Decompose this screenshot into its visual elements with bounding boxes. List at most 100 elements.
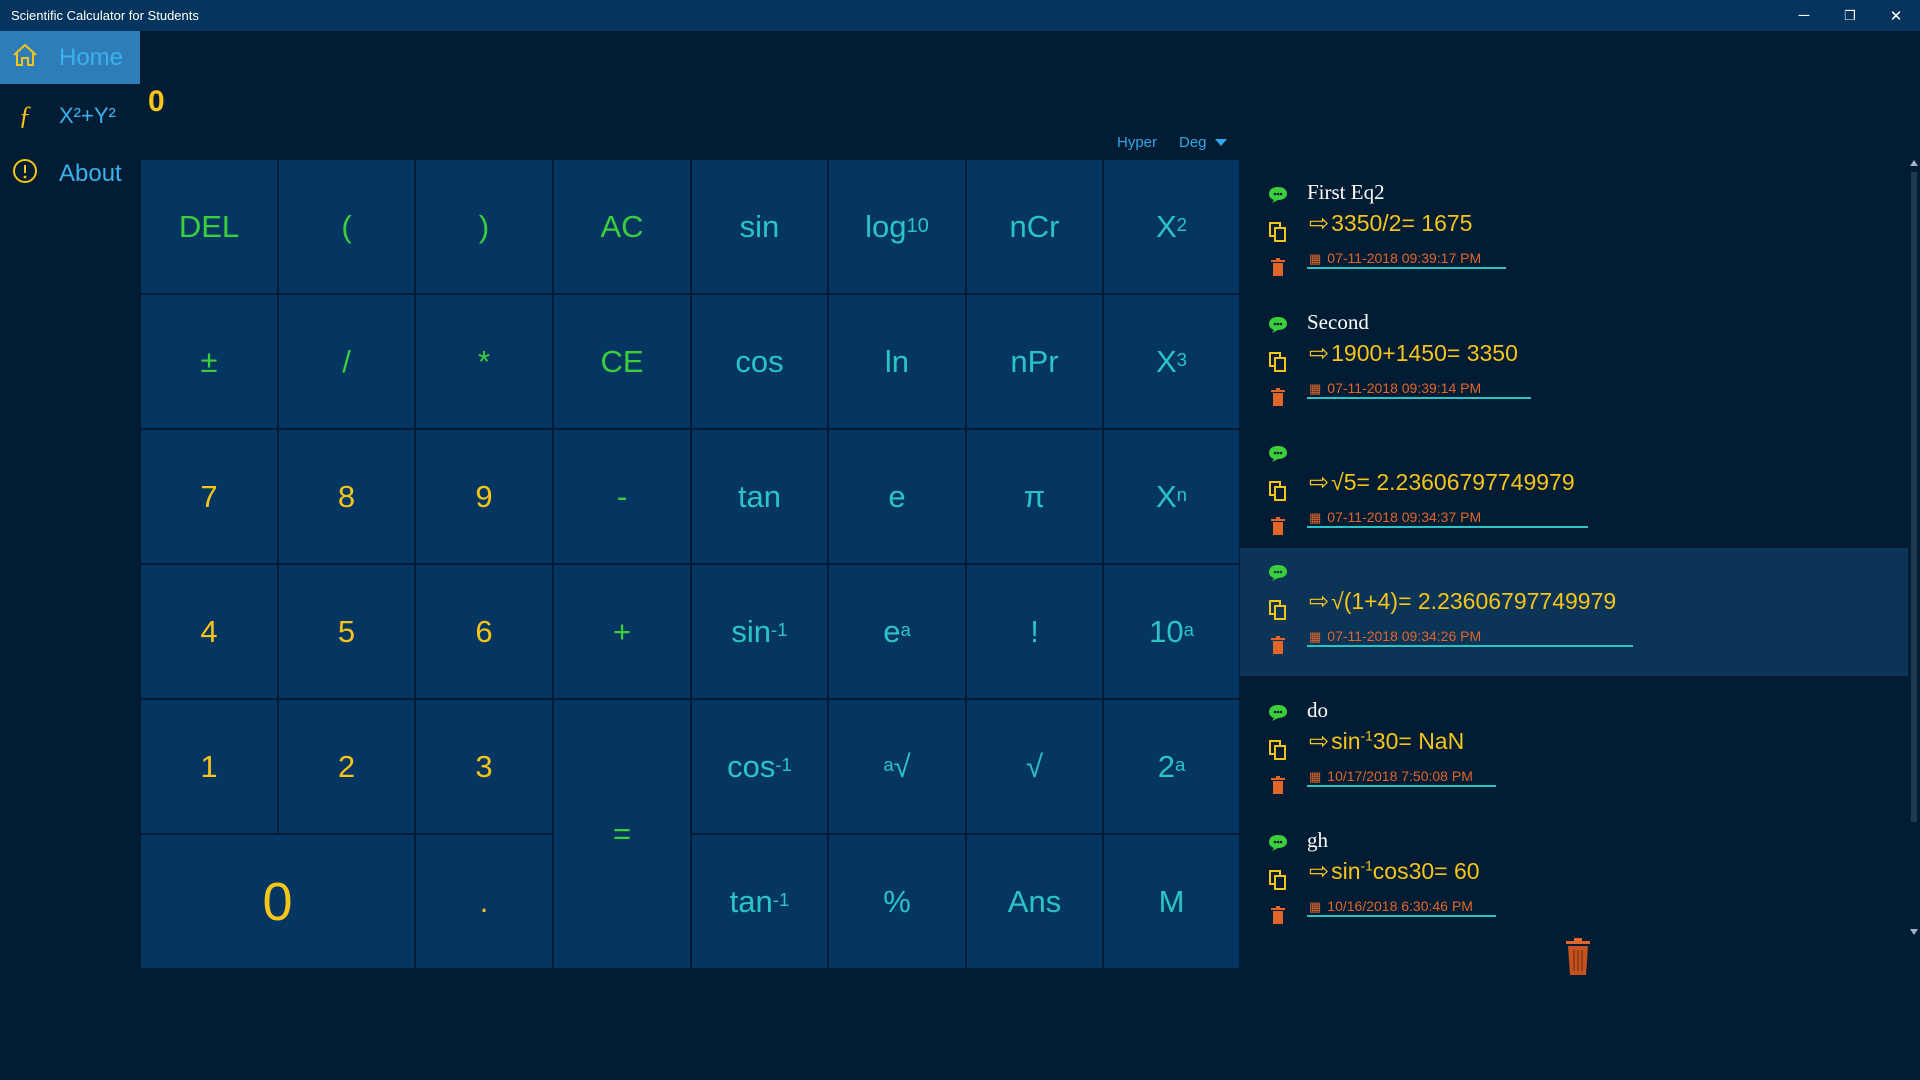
comment-icon[interactable] — [1268, 834, 1288, 857]
all-clear-button[interactable]: AC — [554, 160, 690, 293]
clear-entry-button[interactable]: CE — [554, 295, 690, 428]
comment-icon[interactable] — [1268, 564, 1288, 587]
angle-mode-dropdown[interactable]: Deg — [1179, 134, 1227, 151]
copy-icon[interactable] — [1268, 600, 1288, 625]
calendar-icon: ▦ — [1309, 251, 1322, 266]
decimal-point-button[interactable]: . — [416, 835, 552, 968]
history-expression-sup: -1 — [1360, 728, 1373, 744]
calendar-icon: ▦ — [1309, 510, 1322, 525]
ten-power-a-button[interactable]: 10 a — [1104, 565, 1239, 698]
digit-7-button[interactable]: 7 — [141, 430, 277, 563]
subtract-button[interactable]: - — [554, 430, 690, 563]
delete-icon[interactable] — [1268, 636, 1288, 659]
comment-icon[interactable] — [1268, 186, 1288, 209]
history-scrollbar[interactable] — [1908, 160, 1920, 935]
scroll-down-icon[interactable] — [1910, 929, 1918, 935]
copy-icon[interactable] — [1268, 222, 1288, 247]
sin-button[interactable]: sin — [692, 160, 827, 293]
minimize-button[interactable]: ─ — [1781, 0, 1827, 31]
history-expression: ⇨1900+1450= 3350 — [1309, 339, 1518, 368]
exponent: a — [900, 618, 911, 640]
tan-button[interactable]: tan — [692, 430, 827, 563]
restore-button[interactable]: ❐ — [1827, 0, 1873, 31]
clear-history-button[interactable] — [1565, 938, 1591, 976]
multiply-button[interactable]: * — [416, 295, 552, 428]
comment-icon[interactable] — [1268, 704, 1288, 727]
log10-button[interactable]: log 10 — [829, 160, 965, 293]
close-paren-button[interactable]: ) — [416, 160, 552, 293]
history-name: gh — [1307, 828, 1328, 852]
history-expression: ⇨√5= 2.23606797749979 — [1309, 468, 1575, 497]
history-date-text: 07-11-2018 09:34:26 PM — [1327, 628, 1482, 644]
ten-label: 10 — [1149, 613, 1184, 649]
x-label: X — [1155, 343, 1177, 379]
memory-button[interactable]: M — [1104, 835, 1239, 968]
add-button[interactable]: + — [554, 565, 690, 698]
delete-icon[interactable] — [1268, 258, 1288, 281]
digit-9-button[interactable]: 9 — [416, 430, 552, 563]
digit-8-button[interactable]: 8 — [279, 430, 414, 563]
digit-5-button[interactable]: 5 — [279, 565, 414, 698]
digit-3-button[interactable]: 3 — [416, 700, 552, 833]
answer-button[interactable]: Ans — [967, 835, 1102, 968]
history-item[interactable]: Second ⇨1900+1450= 3350 ▦ 07-11-2018 09:3… — [1240, 300, 1908, 428]
close-button[interactable]: ✕ — [1873, 0, 1919, 31]
nav-item-home[interactable]: Home — [0, 31, 140, 84]
hyper-toggle[interactable]: Hyper — [1117, 134, 1158, 151]
history-item[interactable]: do ⇨sin-130= NaN ▦ 10/17/2018 7:50:08 PM — [1240, 688, 1908, 816]
copy-icon[interactable] — [1268, 740, 1288, 765]
divide-button[interactable]: / — [279, 295, 414, 428]
copy-icon[interactable] — [1268, 352, 1288, 377]
nav-label-x2y2: X²+Y² — [59, 102, 116, 128]
delete-icon[interactable] — [1268, 517, 1288, 540]
copy-icon[interactable] — [1268, 870, 1288, 895]
digit-1-button[interactable]: 1 — [141, 700, 277, 833]
euler-button[interactable]: e — [829, 430, 965, 563]
history-item[interactable]: First Eq2 ⇨3350/2= 1675 ▦ 07-11-2018 09:3… — [1240, 170, 1908, 298]
nav-item-x2y2[interactable]: ƒ X²+Y² — [0, 89, 140, 142]
arccos-button[interactable]: cos -1 — [692, 700, 827, 833]
info-icon — [11, 158, 39, 189]
digit-4-button[interactable]: 4 — [141, 565, 277, 698]
arcsin-button[interactable]: sin -1 — [692, 565, 827, 698]
history-item[interactable]: ⇨√(1+4)= 2.23606797749979 ▦ 07-11-2018 09… — [1240, 548, 1908, 676]
ln-button[interactable]: ln — [829, 295, 965, 428]
equals-button[interactable]: = — [554, 700, 690, 968]
plus-minus-button[interactable]: ± — [141, 295, 277, 428]
exponent: a — [1174, 753, 1186, 775]
delete-icon[interactable] — [1268, 388, 1288, 411]
open-paren-button[interactable]: ( — [279, 160, 414, 293]
arrow-right-icon: ⇨ — [1309, 728, 1330, 755]
history-date: ▦ 07-11-2018 09:34:26 PM — [1309, 628, 1481, 645]
delete-icon[interactable] — [1268, 906, 1288, 929]
arctan-button[interactable]: tan -1 — [692, 835, 827, 968]
square-root-button[interactable]: √ — [967, 700, 1102, 833]
factorial-button[interactable]: ! — [967, 565, 1102, 698]
npr-button[interactable]: nPr — [967, 295, 1102, 428]
pi-button[interactable]: π — [967, 430, 1102, 563]
nav-item-about[interactable]: About — [0, 147, 140, 200]
ncr-button[interactable]: nCr — [967, 160, 1102, 293]
delete-icon[interactable] — [1268, 776, 1288, 799]
history-item[interactable]: gh ⇨sin-1cos30= 60 ▦ 10/16/2018 6:30:46 P… — [1240, 818, 1908, 946]
percent-button[interactable]: % — [829, 835, 965, 968]
comment-icon[interactable] — [1268, 445, 1288, 468]
arrow-right-icon: ⇨ — [1309, 588, 1330, 615]
scroll-up-icon[interactable] — [1910, 160, 1918, 166]
cos-button[interactable]: cos — [692, 295, 827, 428]
digit-0-button[interactable]: 0 — [141, 835, 414, 968]
nth-root-button[interactable]: a √ — [829, 700, 965, 833]
digit-6-button[interactable]: 6 — [416, 565, 552, 698]
scrollbar-thumb[interactable] — [1911, 172, 1917, 822]
history-item[interactable]: ⇨√5= 2.23606797749979 ▦ 07-11-2018 09:34:… — [1240, 429, 1908, 557]
copy-icon[interactable] — [1268, 481, 1288, 506]
del-button[interactable]: DEL — [141, 160, 277, 293]
comment-icon[interactable] — [1268, 316, 1288, 339]
digit-2-button[interactable]: 2 — [279, 700, 414, 833]
divider — [1307, 397, 1531, 399]
